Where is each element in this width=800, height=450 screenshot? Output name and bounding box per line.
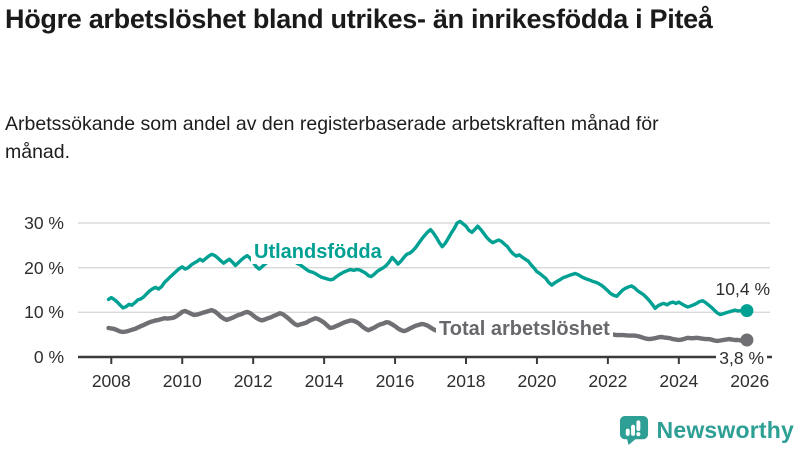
series-label-utlandsfodda: Utlandsfödda (251, 240, 385, 264)
x-tick-label: 2026 (730, 371, 770, 391)
x-axis (78, 355, 772, 364)
x-tick-label: 2024 (659, 371, 699, 391)
x-tick-label: 2022 (588, 371, 628, 391)
x-tick-label: 2008 (91, 371, 131, 391)
x-tick-label: 2016 (375, 371, 415, 391)
newsworthy-logo[interactable]: Newsworthy (618, 413, 794, 447)
x-tick-label: 2020 (517, 371, 557, 391)
x-tick-label: 2010 (162, 371, 202, 391)
end-value-label-total-arbetsloshet: 3,8 % (716, 348, 767, 369)
end-value-label-utlandsfodda: 10,4 % (715, 279, 770, 299)
series-label-total-arbetsloshet: Total arbetslöshet (436, 317, 613, 341)
newsworthy-chart-bubble-icon (619, 415, 648, 445)
x-tick-label: 2012 (233, 371, 273, 391)
series-lines (106, 219, 750, 344)
y-tick-label: 10 % (24, 302, 64, 323)
series-end-dots (740, 304, 754, 347)
chart-subtitle: Arbetssökande som andel av den registerb… (5, 113, 659, 163)
y-tick-label: 0 % (33, 347, 64, 367)
y-tick-label: 20 % (24, 257, 64, 278)
y-tick-label: 30 % (24, 213, 64, 234)
x-tick-label: 2014 (304, 371, 344, 391)
newsworthy-wordmark: Newsworthy (656, 416, 794, 443)
x-tick-label: 2018 (446, 371, 486, 391)
chart-title: Högre arbetslöshet bland utrikes- än inr… (5, 4, 713, 34)
